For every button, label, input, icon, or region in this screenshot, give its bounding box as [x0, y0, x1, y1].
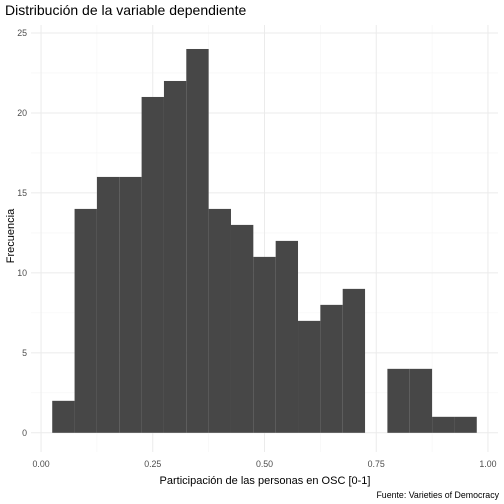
x-tick-label: 0.25 — [144, 459, 161, 469]
y-tick-label: 5 — [22, 348, 27, 358]
histogram-bar — [208, 208, 231, 433]
x-tick-label: 1.00 — [479, 459, 496, 469]
histogram-bar — [186, 48, 209, 433]
histogram-bar — [409, 368, 433, 433]
x-tick-label: 0.50 — [256, 459, 273, 469]
y-axis-tick-labels: 0 5 10 15 20 25 — [17, 28, 27, 438]
histogram-bar — [96, 176, 120, 433]
histogram-bars — [52, 48, 477, 433]
y-tick-label: 25 — [17, 28, 27, 38]
histogram-bar — [454, 416, 477, 433]
histogram-bar — [74, 208, 97, 433]
histogram-bar — [141, 96, 164, 433]
x-axis-tick-labels: 0.00 0.25 0.50 0.75 1.00 — [32, 459, 496, 469]
y-tick-label: 0 — [22, 428, 27, 438]
histogram-bar — [163, 80, 187, 433]
histogram-bar — [275, 240, 299, 433]
x-axis-title: Participación de las personas en OSC [0-… — [160, 475, 371, 487]
histogram-bar — [342, 288, 366, 433]
histogram-bar — [432, 416, 455, 433]
chart-caption: Fuente: Varieties of Democracy — [376, 490, 499, 500]
histogram-bar — [320, 304, 343, 433]
x-tick-label: 0.00 — [32, 459, 49, 469]
chart-title: Distribución de la variable dependiente — [5, 2, 246, 18]
x-tick-label: 0.75 — [368, 459, 385, 469]
y-tick-label: 20 — [17, 108, 27, 118]
histogram-bar — [253, 256, 276, 433]
y-tick-label: 15 — [17, 188, 27, 198]
histogram-bar — [230, 224, 254, 433]
y-tick-label: 10 — [17, 268, 27, 278]
histogram-bar — [52, 400, 75, 433]
histogram-bar — [119, 176, 142, 433]
histogram-bar — [298, 320, 321, 433]
histogram-bar — [387, 368, 410, 433]
y-axis-title: Frecuencia — [5, 208, 17, 263]
